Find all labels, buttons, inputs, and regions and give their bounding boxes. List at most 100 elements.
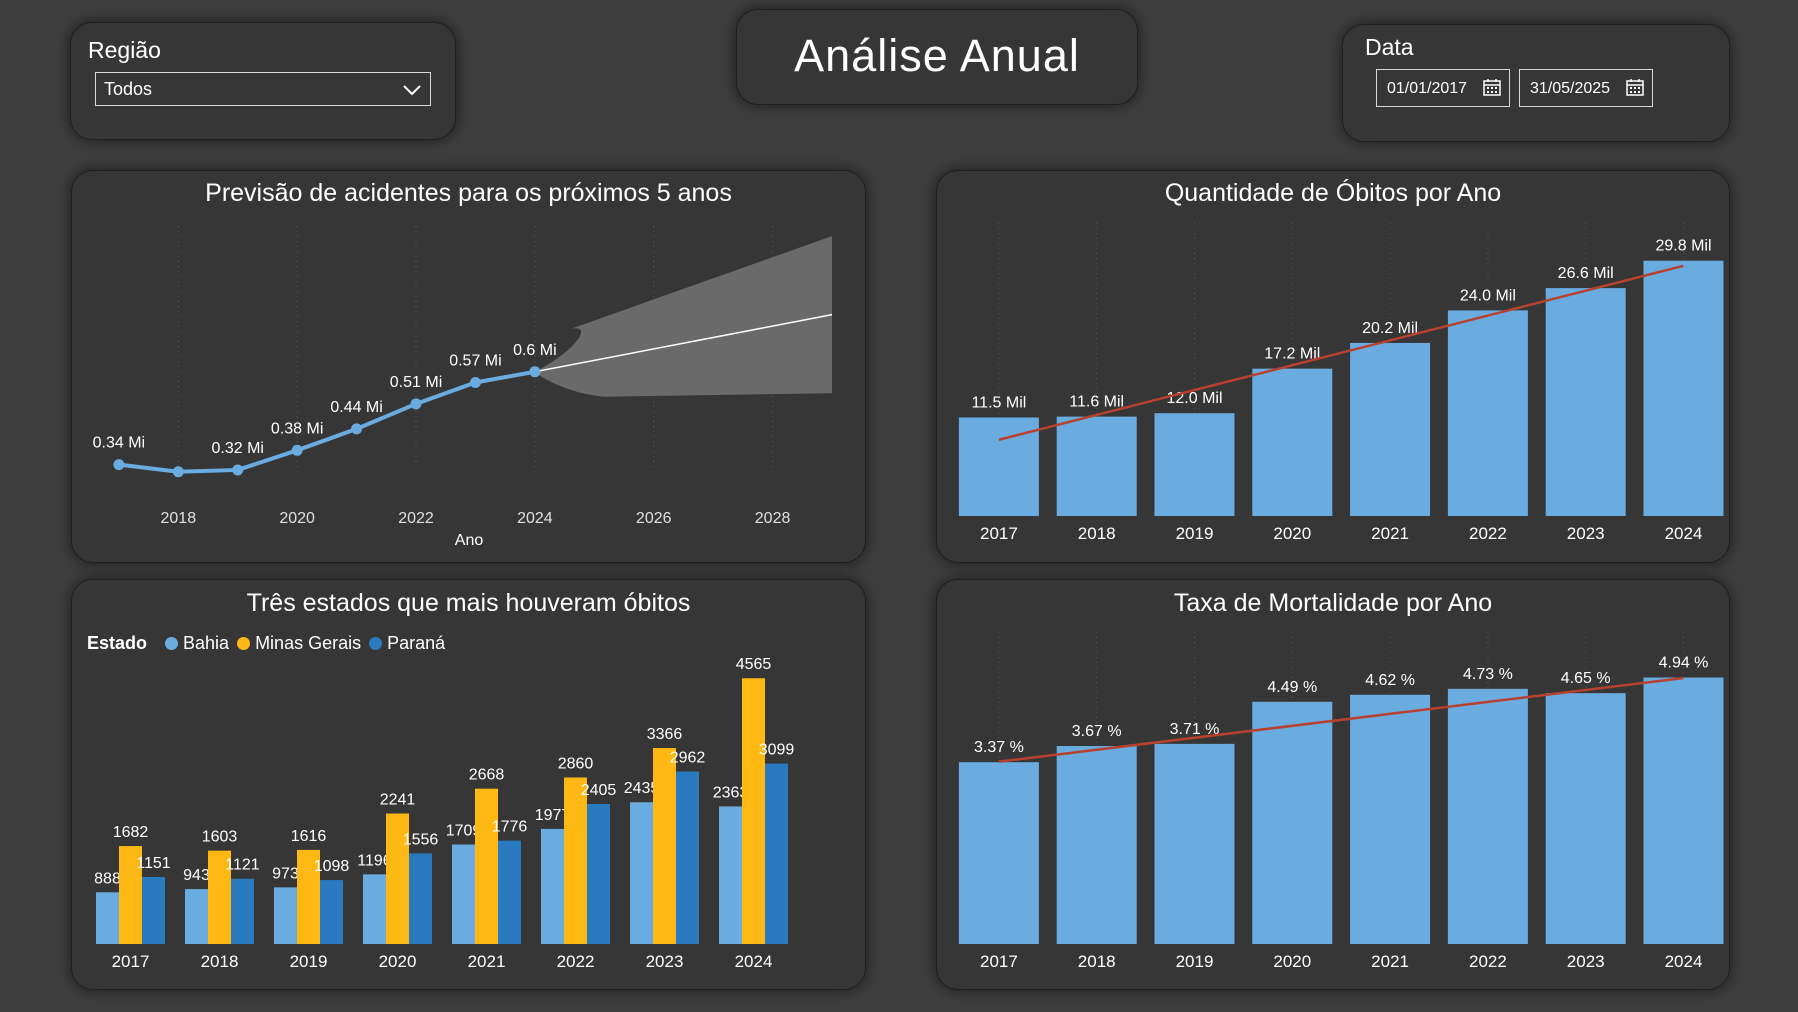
data-label: 4565 [736, 656, 772, 673]
bar [1154, 413, 1235, 516]
data-point [410, 398, 422, 410]
legend-item-bahia[interactable]: Bahia [183, 633, 230, 653]
states-chart-title: Três estados que mais houveram óbitos [246, 589, 691, 617]
data-label: 0.44 Mi [330, 399, 382, 416]
page-title-card: Análise Anual [736, 9, 1138, 105]
data-label: 24.0 Mil [1460, 287, 1516, 304]
x-tick-label: 2024 [735, 952, 773, 971]
bar [1056, 416, 1137, 516]
bar [1252, 368, 1333, 516]
bar [409, 853, 432, 944]
x-tick-label: 2024 [517, 510, 553, 527]
bar [1154, 743, 1235, 944]
forecast-line [534, 313, 833, 373]
chevron-down-icon [403, 85, 421, 96]
x-tick-label: 2021 [468, 952, 506, 971]
start-date-value: 01/01/2017 [1387, 80, 1468, 97]
data-label: 1603 [202, 829, 238, 846]
data-label: 4.73 % [1463, 666, 1513, 683]
end-date-input[interactable]: 31/05/2025 [1519, 69, 1653, 107]
x-tick-label: 2022 [398, 510, 434, 527]
mortality-chart: 3.37 % 2017 3.67 % 2018 3.71 % 2019 4.49 % 2020… [958, 632, 1724, 971]
page-title: Análise Anual [794, 30, 1080, 81]
bar [320, 880, 343, 944]
legend-swatch-minas-gerais [237, 637, 251, 650]
data-label: 17.2 Mil [1264, 346, 1320, 363]
legend-item-minas-gerais[interactable]: Minas Gerais [255, 633, 362, 653]
x-tick-label: 2026 [636, 510, 672, 527]
states-chart: 888 1682 1151 2017 943 1603 1121 2018 973 1616 109… [94, 656, 795, 971]
x-tick-label: 2024 [1665, 952, 1703, 971]
data-label: 29.8 Mil [1655, 238, 1711, 255]
region-slicer-card: Região Todos [70, 22, 456, 140]
bar [452, 844, 475, 944]
trend-line [998, 676, 1684, 763]
bar [1545, 288, 1626, 516]
data-label: 3.67 % [1072, 723, 1122, 740]
bar [1056, 746, 1137, 944]
data-label: 1196 [357, 852, 392, 869]
data-label: 2668 [469, 767, 505, 784]
bar [587, 803, 610, 944]
bar [1350, 342, 1431, 516]
bar [119, 846, 142, 944]
x-tick-label: 2017 [112, 952, 150, 971]
data-label: 4.94 % [1659, 655, 1709, 672]
data-label: 1616 [291, 828, 327, 845]
bar [231, 878, 254, 944]
x-tick-label: 2018 [201, 952, 239, 971]
x-tick-label: 2019 [290, 952, 328, 971]
data-label: 2241 [380, 792, 416, 809]
data-label: 3.37 % [974, 739, 1024, 756]
data-label: 2435 [624, 780, 660, 797]
bar [1350, 694, 1431, 944]
forecast-chart-card: Previsão de acidentes para os próximos 5… [71, 170, 866, 563]
x-tick-label: 2020 [1273, 524, 1311, 543]
x-tick-label: 2022 [557, 952, 595, 971]
data-label: 943 [183, 867, 210, 884]
bar [1447, 688, 1528, 944]
bar [1643, 677, 1724, 944]
states-chart-card: Três estados que mais houveram óbitos Es… [71, 579, 866, 990]
deaths-chart-card: Quantidade de Óbitos por Ano 11.5 Mil 201… [936, 170, 1730, 563]
x-tick-label: 2018 [1078, 524, 1116, 543]
x-axis-label: Ano [455, 532, 484, 549]
data-label: 888 [94, 870, 121, 887]
bar [653, 748, 676, 944]
bar [96, 892, 119, 944]
forecast-chart: 2018 2020 2022 2024 2026 2028 Ano 0.34 Mi 0.32 M… [93, 226, 833, 549]
mortality-chart-card: Taxa de Mortalidade por Ano 3.37 % 2017 3.… [936, 579, 1730, 990]
data-label: 20.2 Mil [1362, 320, 1418, 337]
start-date-input[interactable]: 01/01/2017 [1376, 69, 1510, 107]
data-label: 1121 [225, 857, 260, 874]
region-dropdown[interactable]: Todos [95, 72, 431, 106]
x-tick-label: 2020 [1273, 952, 1311, 971]
end-date-value: 31/05/2025 [1530, 80, 1611, 97]
x-tick-label: 2020 [379, 952, 417, 971]
data-label: 3099 [759, 742, 795, 759]
bar [498, 840, 521, 944]
x-tick-label: 2023 [646, 952, 684, 971]
bar [676, 771, 699, 944]
x-tick-label: 2028 [755, 510, 791, 527]
x-tick-label: 2021 [1371, 524, 1409, 543]
data-point [113, 459, 125, 471]
date-label: Data [1365, 34, 1414, 60]
data-label: 26.6 Mil [1558, 265, 1614, 282]
data-label: 0.32 Mi [212, 440, 264, 457]
data-point [529, 366, 541, 378]
legend-swatch-parana [369, 637, 383, 650]
bar [1447, 310, 1528, 516]
data-label: 1098 [314, 858, 350, 875]
x-tick-label: 2021 [1371, 952, 1409, 971]
trend-line [998, 264, 1684, 441]
legend-item-parana[interactable]: Paraná [387, 633, 446, 653]
x-tick-label: 2022 [1469, 524, 1507, 543]
x-tick-label: 2023 [1567, 524, 1605, 543]
bar [719, 806, 742, 944]
data-point [232, 464, 244, 476]
region-label: Região [88, 37, 161, 63]
region-dropdown-value: Todos [104, 79, 153, 99]
data-label: 3.71 % [1170, 721, 1220, 738]
x-tick-label: 2023 [1567, 952, 1605, 971]
